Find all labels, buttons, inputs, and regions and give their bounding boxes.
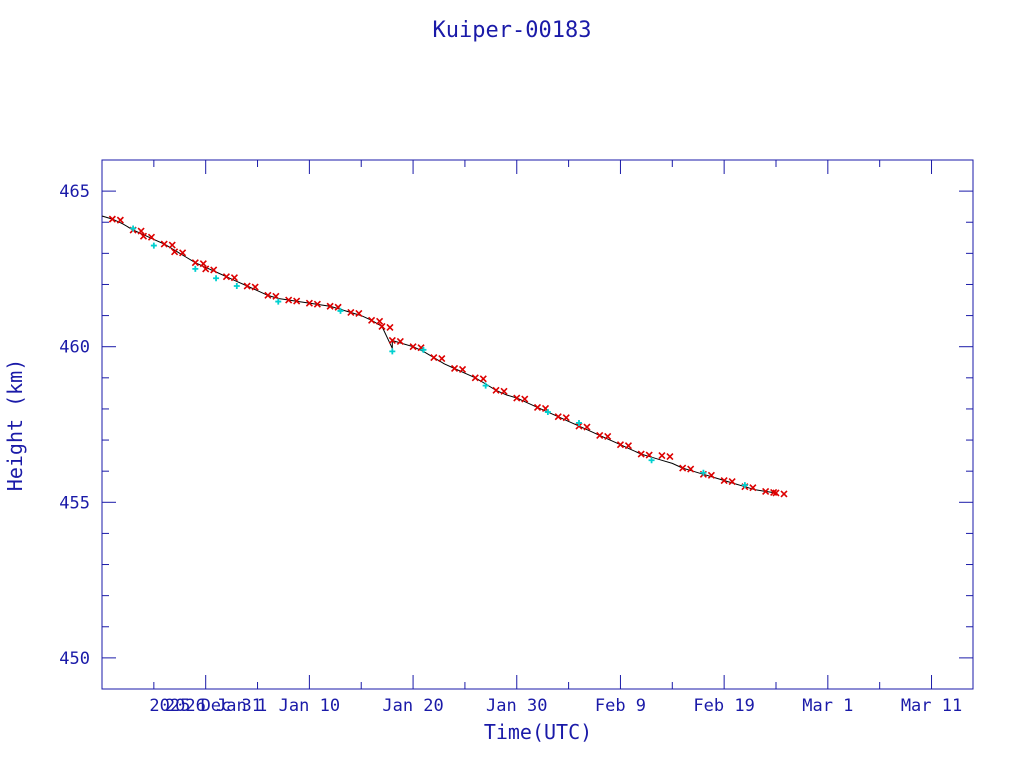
data-point xyxy=(326,302,342,311)
data-point xyxy=(596,431,612,440)
x-tick-label: Jan 20 xyxy=(382,696,443,716)
data-point xyxy=(347,308,363,318)
data-point xyxy=(648,457,655,464)
y-axis-ticks: 450 455 460 465 xyxy=(59,159,973,690)
data-point xyxy=(430,354,446,363)
data-point xyxy=(222,273,238,282)
data-point xyxy=(637,450,653,459)
x-tick-label: Mar 1 xyxy=(802,696,853,716)
data-point xyxy=(450,364,467,374)
data-point xyxy=(233,283,240,290)
y-tick-label: 460 xyxy=(59,338,90,358)
data-point xyxy=(544,409,551,416)
data-point xyxy=(772,489,788,498)
x-tick-label: 2025 Dec 31 xyxy=(149,696,262,716)
data-point xyxy=(243,282,259,291)
y-tick-label: 455 xyxy=(59,493,90,513)
data-point xyxy=(575,422,591,431)
data-point xyxy=(533,403,550,412)
data-point xyxy=(213,275,220,282)
data-point xyxy=(139,232,156,241)
data-point xyxy=(378,322,394,332)
data-point xyxy=(285,296,301,305)
x-tick-label: Jan 10 xyxy=(279,696,340,716)
data-point xyxy=(202,265,218,274)
data-point xyxy=(720,476,736,486)
data-point xyxy=(575,419,582,426)
data-point xyxy=(616,441,633,450)
data-point xyxy=(150,242,157,249)
data-point xyxy=(171,248,187,257)
data-point xyxy=(554,413,570,422)
x-tick-label: Jan 30 xyxy=(486,696,547,716)
data-point xyxy=(264,291,280,300)
data-point xyxy=(192,265,199,272)
data-point xyxy=(420,346,427,353)
data-point xyxy=(679,464,695,473)
data-point xyxy=(337,307,344,314)
x-tick-label: Feb 19 xyxy=(693,696,754,716)
x-axis-label: Time(UTC) xyxy=(484,720,592,744)
data-point xyxy=(492,386,508,395)
data-point xyxy=(388,336,404,346)
series-line xyxy=(101,215,777,494)
chart-title: Kuiper-00183 xyxy=(433,18,592,43)
data-point xyxy=(658,452,674,461)
x-tick-label: 2026 Jan 1 xyxy=(165,696,267,716)
data-point xyxy=(160,240,176,249)
data-point xyxy=(108,215,124,224)
y-tick-label: 465 xyxy=(59,182,90,202)
data-point xyxy=(700,469,707,476)
data-point xyxy=(471,374,487,383)
data-point xyxy=(305,299,321,308)
y-tick-label: 450 xyxy=(59,649,90,669)
data-point xyxy=(130,225,137,232)
x-tick-label: Mar 11 xyxy=(901,696,962,716)
data-point xyxy=(368,316,384,325)
data-point xyxy=(389,348,396,355)
data-point xyxy=(741,482,748,489)
data-point xyxy=(191,259,207,268)
x-tick-label: Feb 9 xyxy=(595,696,646,716)
data-point xyxy=(482,382,489,389)
data-point xyxy=(275,298,282,305)
data-point xyxy=(513,394,529,403)
plot-frame xyxy=(101,159,974,690)
data-series xyxy=(101,215,788,498)
y-axis-label: Height (km) xyxy=(3,359,27,491)
